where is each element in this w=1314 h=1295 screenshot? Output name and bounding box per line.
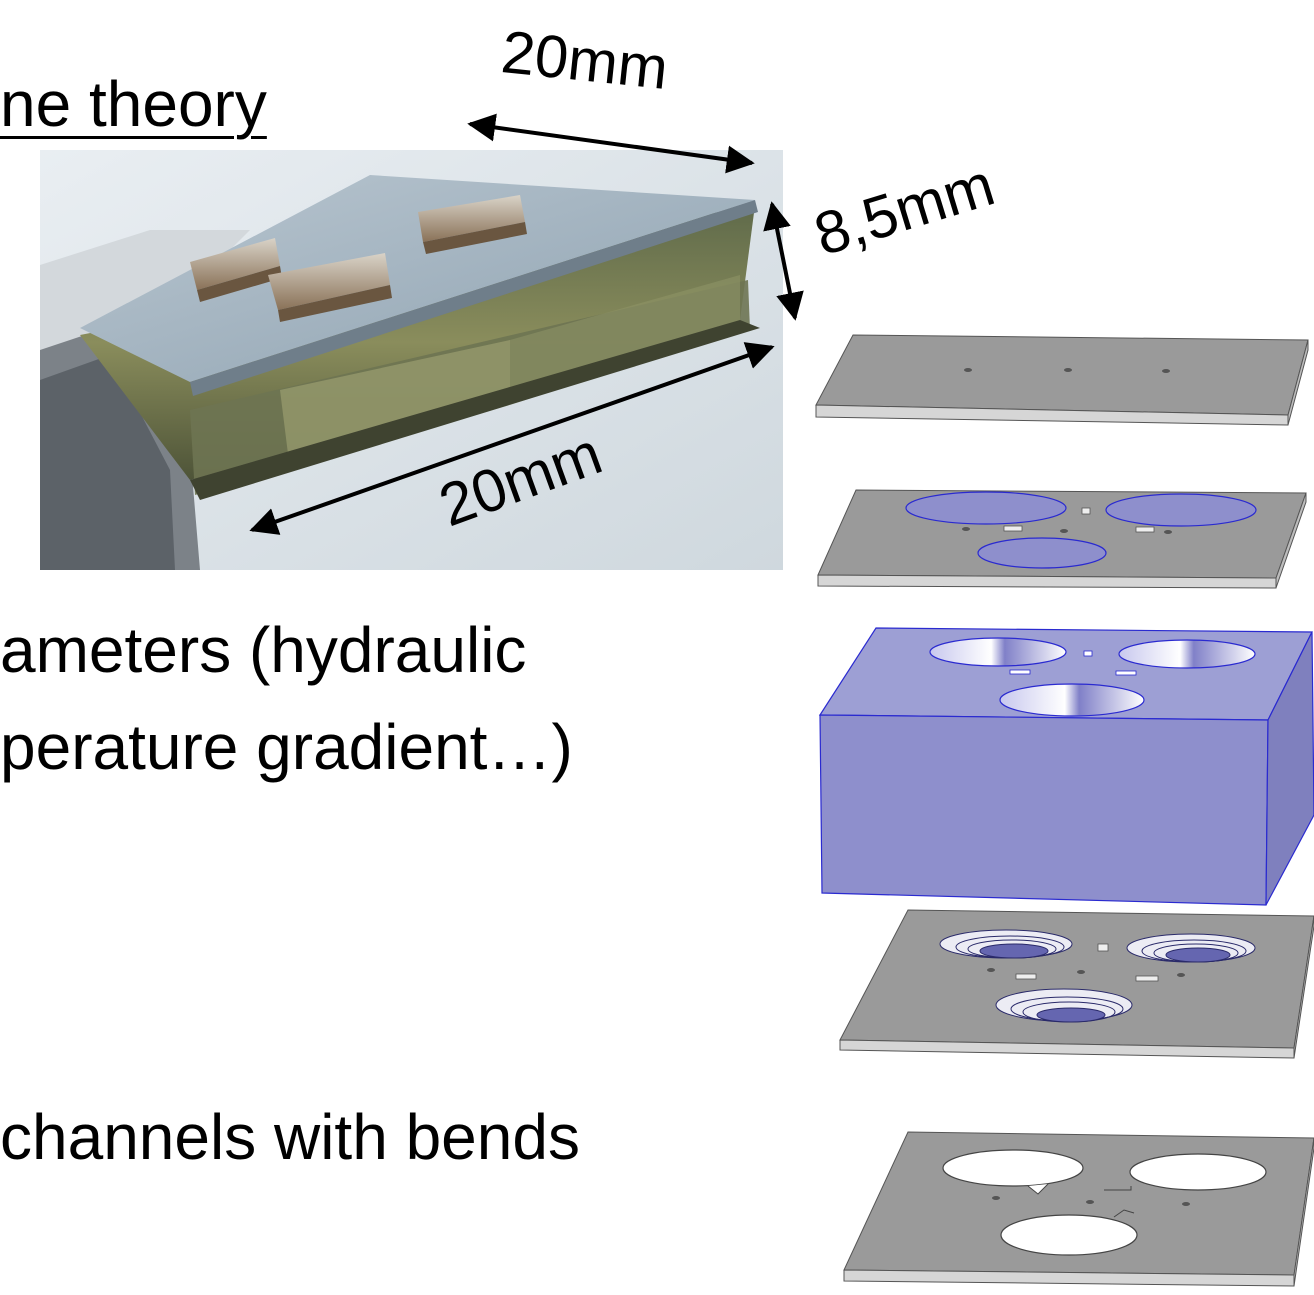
layer-lid [815,334,1309,426]
bullet-temperature-gradient: perature gradient…) [0,711,573,783]
bullet-channels-bends: channels with bends [0,1101,580,1173]
layer-base-plate [843,1131,1314,1287]
slide-title: ne theory [0,68,267,140]
layer-reservoir-block [818,627,1314,906]
bullet-hydraulic: ameters (hydraulic [0,614,527,686]
layer-spiral-channels [839,909,1314,1059]
exploded-layer-stack [815,334,1314,1287]
dim-label-top-width: 20mm [498,18,672,103]
layer-window-plate [817,489,1307,589]
dim-label-height: 8,5mm [806,150,1002,269]
device-photo [40,150,783,570]
